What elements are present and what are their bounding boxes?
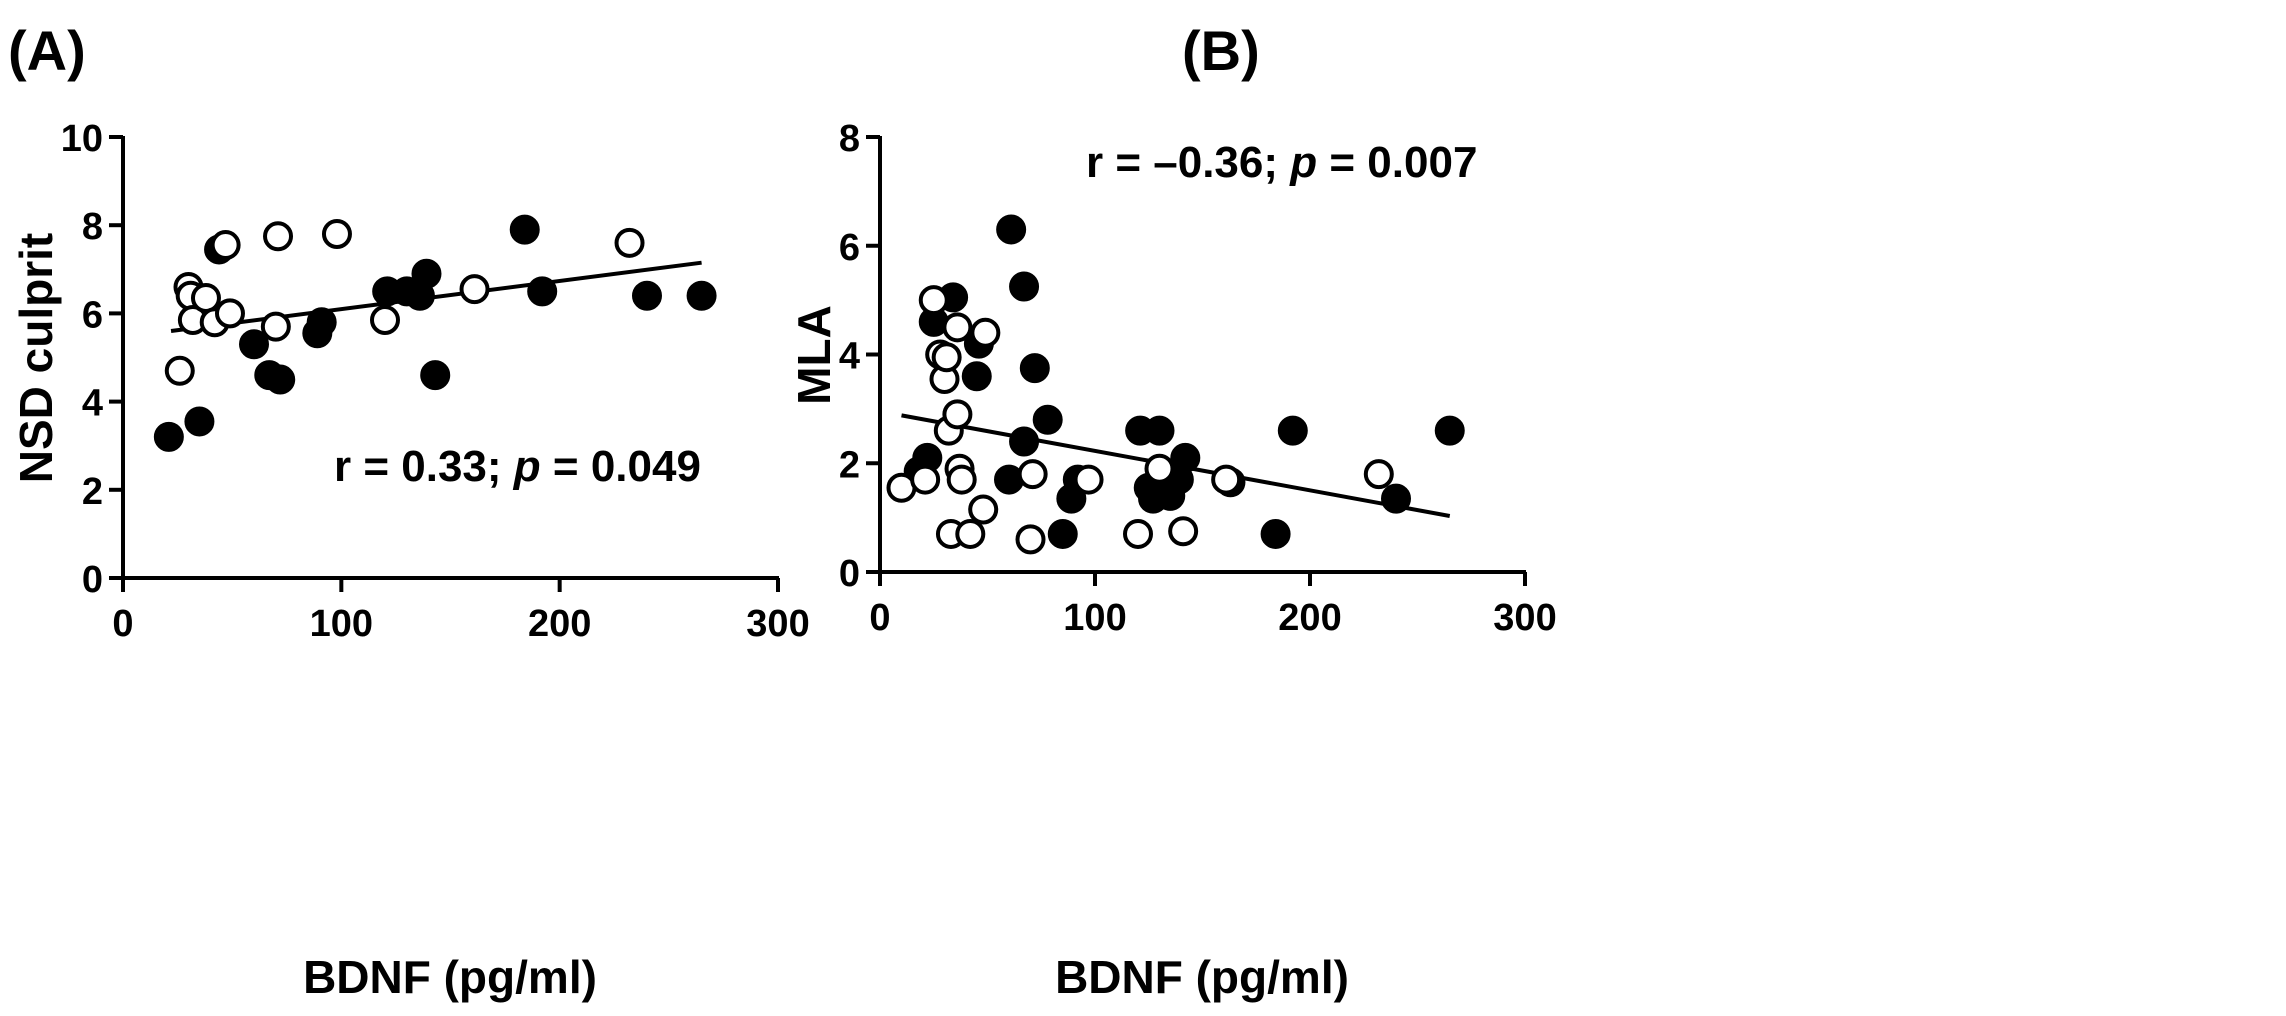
data-point-open bbox=[214, 298, 245, 329]
data-point-open bbox=[910, 464, 941, 495]
data-point-filled bbox=[184, 406, 215, 437]
data-point-open bbox=[942, 312, 973, 343]
data-point-filled bbox=[632, 280, 662, 311]
y-tick-label: 0 bbox=[839, 553, 860, 595]
y-axis-label: MLA bbox=[788, 305, 840, 405]
y-tick-label: 2 bbox=[839, 444, 860, 486]
data-point-filled bbox=[961, 361, 992, 392]
data-point-open bbox=[942, 399, 973, 430]
data-point-open bbox=[1015, 524, 1046, 555]
y-tick-label: 4 bbox=[82, 383, 103, 425]
data-point-open bbox=[955, 518, 986, 549]
data-point-filled bbox=[1277, 415, 1308, 446]
data-point-filled bbox=[265, 364, 296, 395]
x-tick-label: 200 bbox=[1278, 597, 1341, 639]
data-point-filled bbox=[411, 258, 442, 289]
data-point-open bbox=[210, 230, 241, 261]
data-point-open bbox=[1073, 464, 1104, 495]
y-tick-label: 8 bbox=[82, 206, 103, 248]
x-tick-label: 0 bbox=[112, 603, 133, 645]
data-point-open bbox=[946, 464, 977, 495]
data-point-filled bbox=[1381, 483, 1411, 514]
data-point-filled bbox=[509, 214, 540, 245]
x-axis-label: BDNF (pg/ml) bbox=[1055, 951, 1349, 1003]
x-tick-label: 100 bbox=[1063, 597, 1126, 639]
data-point-open bbox=[459, 274, 490, 305]
data-point-filled bbox=[994, 464, 1024, 495]
data-point-open bbox=[1144, 453, 1175, 484]
data-point-filled bbox=[420, 360, 451, 391]
x-tick-label: 300 bbox=[746, 603, 809, 645]
y-tick-label: 4 bbox=[839, 336, 860, 378]
data-point-open bbox=[190, 282, 221, 313]
y-axis-label: NSD culprit bbox=[10, 233, 62, 483]
data-point-open bbox=[931, 342, 962, 373]
y-tick-label: 0 bbox=[82, 559, 103, 601]
x-tick-label: 200 bbox=[528, 603, 591, 645]
data-point-open bbox=[968, 494, 999, 525]
y-tick-label: 2 bbox=[82, 471, 103, 513]
data-point-filled bbox=[527, 276, 558, 307]
x-axis-label: BDNF (pg/ml) bbox=[303, 951, 597, 1003]
data-point-filled bbox=[1144, 415, 1175, 446]
panel-label-a: (A) bbox=[8, 19, 86, 82]
data-point-open bbox=[1123, 518, 1153, 549]
regression-line bbox=[170, 260, 702, 334]
data-point-filled bbox=[1032, 404, 1063, 435]
data-point-filled bbox=[1260, 518, 1291, 549]
y-tick-label: 10 bbox=[61, 118, 103, 160]
x-tick-label: 0 bbox=[869, 597, 890, 639]
correlation-annotation: r = –0.36; p = 0.007 bbox=[1086, 138, 1477, 187]
x-tick-label: 300 bbox=[1493, 597, 1556, 639]
data-point-open bbox=[1168, 516, 1199, 547]
data-point-filled bbox=[1047, 518, 1078, 549]
data-point-filled bbox=[153, 421, 184, 452]
y-tick-label: 8 bbox=[839, 118, 860, 160]
data-point-open bbox=[260, 311, 291, 342]
data-point-filled bbox=[1019, 353, 1050, 384]
data-point-open bbox=[1211, 464, 1242, 495]
data-point-open bbox=[1017, 459, 1048, 490]
y-tick-label: 6 bbox=[82, 294, 103, 336]
data-point-open bbox=[370, 305, 400, 336]
x-tick-label: 100 bbox=[310, 603, 373, 645]
correlation-annotation: r = 0.33; p = 0.049 bbox=[334, 442, 701, 491]
data-point-open bbox=[918, 285, 949, 316]
data-point-open bbox=[614, 227, 645, 258]
data-point-filled bbox=[996, 214, 1027, 245]
data-point-open bbox=[164, 355, 195, 386]
data-point-filled bbox=[1009, 271, 1040, 302]
data-point-filled bbox=[686, 280, 717, 311]
data-point-filled bbox=[1434, 415, 1465, 446]
data-point-open bbox=[970, 317, 1001, 348]
panel-label-b: (B) bbox=[1182, 19, 1260, 82]
y-tick-label: 6 bbox=[839, 227, 860, 269]
data-point-filled bbox=[1170, 442, 1201, 473]
data-point-filled bbox=[306, 307, 337, 338]
chart-b: 0 2 4 6 8 0 100 200 300 BDNF (pg/ml) MLA r = –0.36;… bbox=[788, 118, 1557, 1003]
data-point-open bbox=[263, 221, 294, 252]
data-point-filled bbox=[239, 329, 269, 360]
data-point-open bbox=[1363, 459, 1394, 490]
data-point-filled bbox=[1009, 426, 1040, 457]
data-point-open bbox=[321, 219, 352, 250]
